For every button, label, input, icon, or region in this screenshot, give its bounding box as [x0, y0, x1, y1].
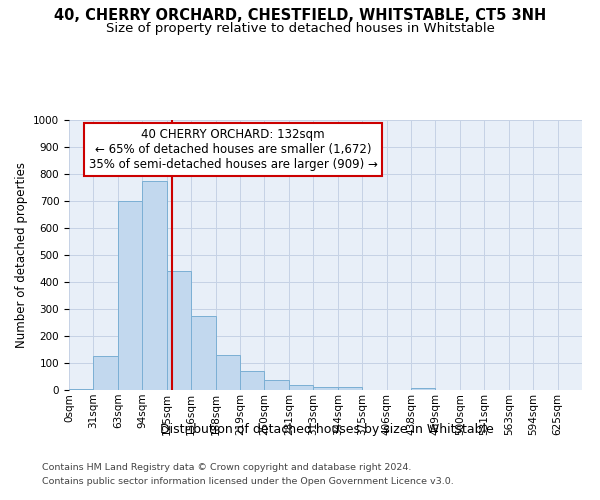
- Bar: [265, 380, 289, 390]
- Bar: [167, 271, 191, 390]
- Text: Contains HM Land Registry data © Crown copyright and database right 2024.: Contains HM Land Registry data © Crown c…: [42, 464, 412, 472]
- Bar: [240, 371, 265, 390]
- Text: Size of property relative to detached houses in Whitstable: Size of property relative to detached ho…: [106, 22, 494, 35]
- Y-axis label: Number of detached properties: Number of detached properties: [14, 162, 28, 348]
- Bar: [313, 388, 338, 390]
- Text: 40 CHERRY ORCHARD: 132sqm
← 65% of detached houses are smaller (1,672)
35% of se: 40 CHERRY ORCHARD: 132sqm ← 65% of detac…: [89, 128, 377, 171]
- Bar: [411, 388, 436, 390]
- Bar: [289, 384, 313, 390]
- Bar: [338, 388, 362, 390]
- Text: Contains public sector information licensed under the Open Government Licence v3: Contains public sector information licen…: [42, 477, 454, 486]
- Bar: [191, 316, 215, 390]
- Bar: [118, 201, 142, 390]
- Bar: [94, 356, 118, 390]
- Bar: [69, 388, 94, 390]
- Text: 40, CHERRY ORCHARD, CHESTFIELD, WHITSTABLE, CT5 3NH: 40, CHERRY ORCHARD, CHESTFIELD, WHITSTAB…: [54, 8, 546, 22]
- Bar: [215, 355, 240, 390]
- Bar: [142, 180, 167, 390]
- Text: Distribution of detached houses by size in Whitstable: Distribution of detached houses by size …: [160, 424, 494, 436]
